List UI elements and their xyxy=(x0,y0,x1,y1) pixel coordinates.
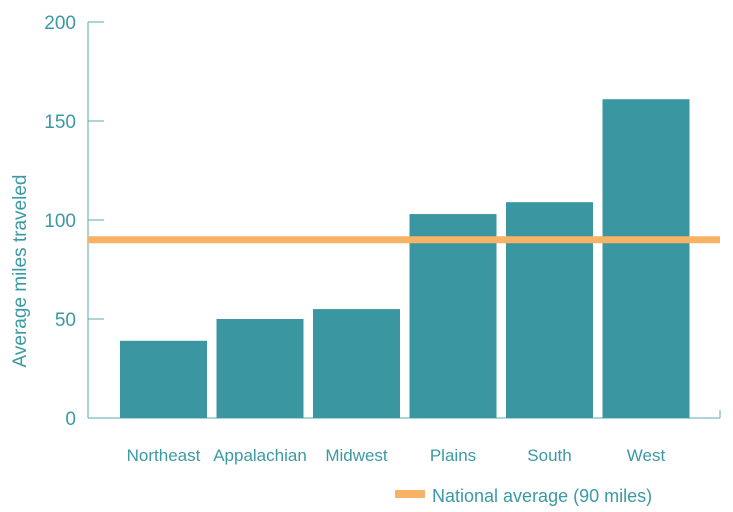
x-tick-label-south: South xyxy=(527,446,571,465)
y-tick-label: 150 xyxy=(44,112,76,133)
x-tick-label-plains: Plains xyxy=(430,446,476,465)
bar-south xyxy=(506,202,593,418)
x-tick-label-midwest: Midwest xyxy=(325,446,388,465)
y-tick-labels: 0 50 100 150 200 xyxy=(44,13,76,430)
y-tick-label: 50 xyxy=(55,310,76,331)
y-tick-label: 100 xyxy=(44,211,76,232)
y-tick-label: 200 xyxy=(44,13,76,34)
bar-plains xyxy=(409,214,497,418)
x-tick-label-northeast: Northeast xyxy=(127,446,201,465)
y-tick-label: 0 xyxy=(65,409,76,430)
y-axis-title: Average miles traveled xyxy=(10,175,31,368)
legend: National average (90 miles) xyxy=(395,486,652,506)
bar-northeast xyxy=(120,340,207,418)
x-tick-label-appalachian: Appalachian xyxy=(213,446,307,465)
bar-appalachian xyxy=(216,319,304,418)
bar-west xyxy=(602,99,690,418)
x-tick-labels: Northeast Appalachian Midwest Plains South We… xyxy=(127,446,666,465)
x-tick-label-west: West xyxy=(627,446,666,465)
legend-swatch xyxy=(395,490,425,498)
bars xyxy=(120,99,690,418)
bar-midwest xyxy=(313,309,400,418)
legend-label: National average (90 miles) xyxy=(432,486,652,506)
